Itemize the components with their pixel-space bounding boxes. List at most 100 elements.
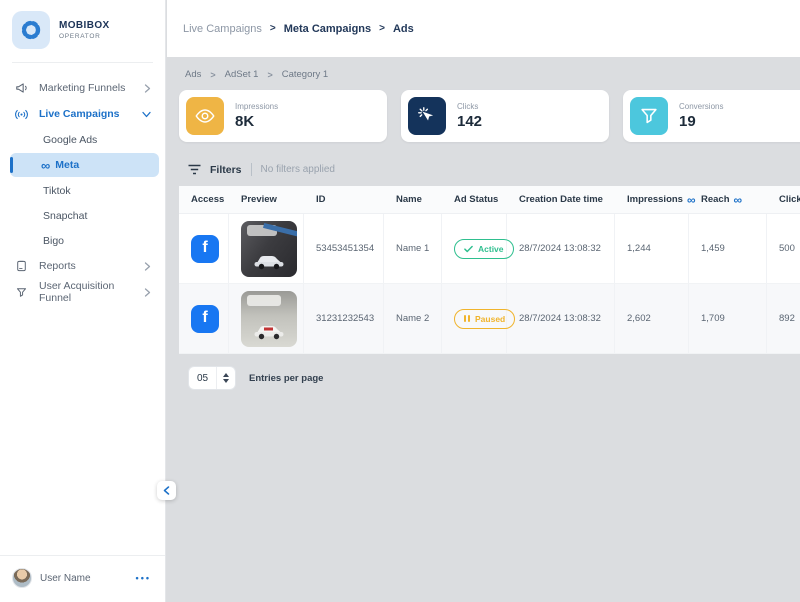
step-up-icon[interactable]: [223, 373, 229, 377]
status-badge-paused[interactable]: Paused: [454, 308, 516, 329]
pagination-bar: 05 Entries per page: [179, 366, 800, 390]
sidebar-item-snapchat[interactable]: Snapchat: [0, 203, 165, 228]
breadcrumb-separator: >: [267, 69, 273, 80]
user-profile-row[interactable]: User Name •••: [0, 555, 165, 602]
ad-preview-image[interactable]: [241, 290, 297, 347]
sidebar-item-marketing-funnels[interactable]: Marketing Funnels: [0, 75, 165, 101]
stat-label: Conversions: [679, 102, 724, 111]
sidebar-item-label: Meta: [55, 159, 80, 171]
breadcrumb-separator: >: [269, 23, 276, 34]
check-icon: [464, 245, 473, 252]
breadcrumb-live-campaigns[interactable]: Live Campaigns: [183, 22, 262, 35]
table-header-row: Access Preview ID Name Ad Status Creatio…: [179, 186, 800, 214]
stat-value: 8K: [235, 113, 255, 130]
creation-date-cell: 28/7/2024 13:08:32: [507, 214, 615, 283]
chevron-left-icon: [163, 486, 170, 495]
sub-breadcrumb-ads[interactable]: Ads: [185, 69, 202, 80]
sidebar-item-label: Bigo: [43, 234, 65, 247]
column-header-reach[interactable]: Reach ∞: [689, 194, 767, 206]
clicks-cell: 892: [779, 313, 795, 324]
meta-infinity-icon: ∞: [733, 192, 743, 207]
stat-card-text: Clicks 142: [457, 102, 482, 130]
status-badge-active[interactable]: Active: [454, 238, 514, 259]
sidebar-item-google-ads[interactable]: Google Ads: [0, 127, 165, 152]
stat-value: 19: [679, 113, 696, 130]
sidebar-item-bigo[interactable]: Bigo: [0, 228, 165, 253]
table-row[interactable]: f 53453451354: [179, 214, 800, 284]
ad-preview-image[interactable]: [241, 220, 297, 277]
dotted-ring-logo: [21, 20, 41, 40]
status-label: Paused: [475, 313, 506, 324]
stat-label: Impressions: [235, 102, 279, 111]
sidebar-item-meta[interactable]: ∞ Meta: [10, 153, 159, 177]
sub-breadcrumb: Ads > AdSet 1 > Category 1: [179, 69, 800, 80]
column-header-impressions[interactable]: Impressions ∞: [615, 194, 696, 206]
chevron-right-icon: [144, 83, 151, 93]
stepper-arrows[interactable]: [216, 367, 235, 389]
main-area: Live Campaigns > Meta Campaigns > Ads Ad…: [167, 0, 800, 602]
brand-logo-icon: [12, 11, 50, 49]
breadcrumb-ads[interactable]: Ads: [392, 22, 414, 35]
status-cell: Active: [442, 214, 514, 283]
stat-card-conversions: Conversions 19: [623, 90, 800, 142]
table-row[interactable]: f 31231232543: [179, 284, 800, 354]
stat-card-impressions: Impressions 8K: [179, 90, 387, 142]
sidebar-item-tiktok[interactable]: Tiktok: [0, 178, 165, 203]
sub-breadcrumb-category[interactable]: Category 1: [281, 69, 329, 80]
avatar: [12, 568, 32, 588]
sidebar: MOBIBOX OPERATOR Marketing Funnels: [0, 0, 166, 602]
chevron-right-icon: [144, 287, 151, 297]
facebook-icon[interactable]: f: [191, 234, 219, 263]
eye-icon: [186, 97, 224, 135]
ads-table: Access Preview ID Name Ad Status Creatio…: [179, 186, 800, 354]
column-header-label: Impressions: [627, 194, 683, 205]
sidebar-item-live-campaigns[interactable]: Live Campaigns: [0, 101, 165, 127]
preview-watermark: [247, 294, 281, 306]
stat-label: Clicks: [457, 102, 479, 111]
filter-lines-icon: [188, 164, 201, 175]
column-header-access[interactable]: Access: [191, 194, 225, 205]
content-area: Ads > AdSet 1 > Category 1 Impressio: [167, 57, 800, 390]
user-name: User Name: [40, 572, 91, 584]
column-header-name[interactable]: Name: [396, 194, 422, 205]
sidebar-footer: User Name •••: [0, 555, 165, 602]
step-down-icon[interactable]: [223, 379, 229, 383]
clicks-cell: 500: [779, 243, 795, 254]
reach-cell: 1,709: [689, 284, 767, 353]
sidebar-item-label: Google Ads: [43, 133, 98, 146]
sidebar-item-reports[interactable]: Reports: [0, 253, 165, 279]
megaphone-icon: [14, 81, 29, 95]
impressions-cell: 1,244: [615, 214, 689, 283]
sidebar-item-user-acquisition-funnel[interactable]: User Acquisition Funnel: [0, 279, 165, 305]
funnel-icon: [14, 286, 29, 299]
facebook-icon[interactable]: f: [191, 304, 219, 333]
name-cell: Name 1: [384, 214, 442, 283]
entries-per-page-stepper[interactable]: 05: [188, 366, 236, 390]
ellipsis-icon[interactable]: •••: [135, 573, 151, 583]
cursor-click-icon: [408, 97, 446, 135]
column-header-creation-date[interactable]: Creation Date time: [519, 194, 603, 205]
chevron-right-icon: [144, 261, 151, 271]
stat-card-clicks: Clicks 142: [401, 90, 609, 142]
stat-card-text: Impressions 8K: [235, 102, 278, 130]
column-header-preview[interactable]: Preview: [241, 194, 277, 205]
sidebar-item-label: Live Campaigns: [39, 108, 120, 120]
funnel-icon: [630, 97, 668, 135]
stat-value: 142: [457, 113, 483, 130]
status-cell: Paused: [442, 284, 516, 353]
column-header-id[interactable]: ID: [316, 194, 326, 205]
sidebar-item-label: Marketing Funnels: [39, 82, 126, 94]
column-header-clicks[interactable]: Clicks: [779, 194, 800, 205]
brand-logo-row[interactable]: MOBIBOX OPERATOR: [0, 0, 165, 62]
column-header-ad-status[interactable]: Ad Status: [454, 194, 499, 205]
entries-per-page-label: Entries per page: [249, 372, 324, 384]
chevron-down-icon: [142, 111, 151, 118]
sidebar-collapse-button[interactable]: [157, 481, 176, 500]
access-cell: f: [179, 284, 229, 353]
sidebar-item-label: Reports: [39, 260, 76, 272]
filters-divider: [250, 163, 252, 176]
id-cell: 53453451354: [304, 214, 384, 283]
filters-button[interactable]: Filters: [210, 163, 242, 176]
breadcrumb-meta-campaigns[interactable]: Meta Campaigns: [283, 22, 372, 35]
sub-breadcrumb-adset[interactable]: AdSet 1: [224, 69, 259, 80]
